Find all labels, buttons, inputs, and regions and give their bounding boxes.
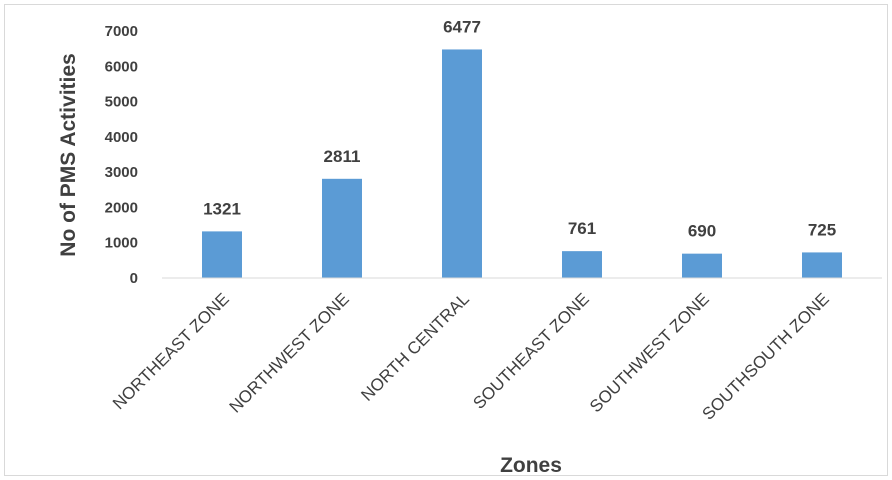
data-label: 2811 [324, 147, 361, 166]
category-label: NORTHEAST ZONE [109, 289, 233, 413]
y-tick-label: 3000 [105, 164, 138, 181]
category-label: NORTHWEST ZONE [226, 289, 353, 416]
y-tick-label: 7000 [105, 23, 138, 40]
y-axis-title: No of PMS Activities [57, 53, 80, 256]
data-label: 761 [568, 219, 596, 238]
bar [562, 251, 602, 278]
data-label: 725 [808, 220, 836, 239]
y-axis-ticks: 0 1000 2000 3000 4000 5000 6000 7000 [105, 23, 138, 287]
x-axis-title: Zones [500, 454, 562, 477]
data-labels: 1321 2811 6477 761 690 725 [203, 17, 836, 240]
bar [802, 252, 842, 278]
category-label: NORTH CENTRAL [357, 289, 472, 404]
bars [202, 49, 842, 278]
y-tick-label: 1000 [105, 235, 138, 252]
y-tick-label: 5000 [105, 94, 138, 111]
y-tick-label: 4000 [105, 129, 138, 146]
y-tick-label: 0 [130, 270, 138, 287]
data-label: 690 [688, 222, 716, 241]
y-tick-label: 6000 [105, 58, 138, 75]
category-label: SOUTHSOUTH ZONE [699, 289, 833, 423]
bar [202, 231, 242, 278]
data-label: 1321 [203, 199, 241, 218]
y-tick-label: 2000 [105, 199, 138, 216]
category-label: SOUTHEAST ZONE [469, 289, 592, 412]
data-label: 6477 [443, 17, 481, 36]
category-label: SOUTHWEST ZONE [586, 289, 713, 416]
bar [322, 178, 362, 278]
bar [682, 253, 722, 278]
bar [442, 49, 482, 278]
